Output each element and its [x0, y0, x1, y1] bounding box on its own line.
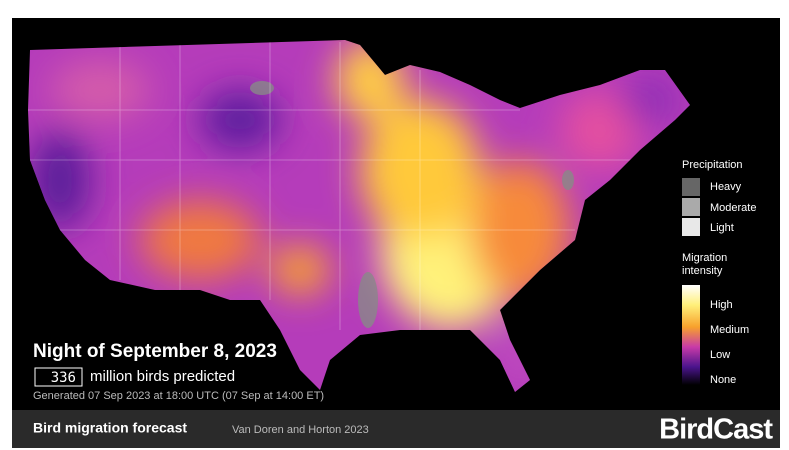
legend-label: High	[710, 299, 733, 311]
legend-label: Moderate	[710, 202, 756, 214]
intensity-title: Migration	[682, 252, 727, 264]
bird-count: 336	[51, 370, 76, 386]
intensity-title: intensity	[682, 265, 723, 277]
forecast-title: Night of September 8, 2023	[33, 341, 277, 362]
count-box	[34, 367, 83, 387]
legend-label: None	[710, 374, 736, 386]
brand-logo: BirdCast	[659, 414, 773, 446]
legend-label: Medium	[710, 324, 749, 336]
precipitation-title: Precipitation	[682, 159, 743, 171]
legend-label: Low	[710, 349, 730, 361]
swatch	[682, 218, 700, 236]
legend-label: Light	[710, 222, 734, 234]
birds-text: million birds predicted	[90, 368, 235, 385]
footer-title: Bird migration forecast	[33, 420, 187, 436]
swatch	[682, 198, 700, 216]
color-bar	[682, 285, 700, 385]
footer-credit: Van Doren and Horton 2023	[232, 424, 369, 436]
legend-label: Heavy	[710, 181, 742, 193]
swatch	[682, 178, 700, 196]
footer-bar	[12, 410, 780, 448]
generated-text: Generated 07 Sep 2023 at 18:00 UTC (07 S…	[33, 390, 324, 402]
map	[28, 40, 690, 392]
